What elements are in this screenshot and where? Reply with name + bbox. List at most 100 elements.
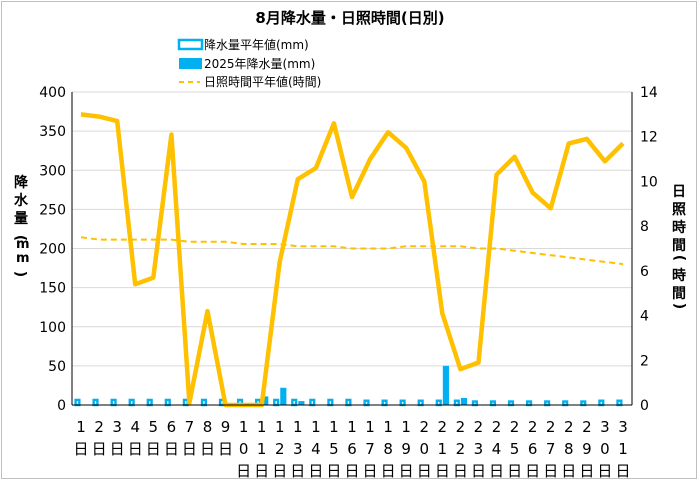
x-tick-label: 5 bbox=[510, 440, 520, 458]
axes bbox=[71, 92, 633, 406]
bar-normal-precip bbox=[598, 399, 605, 407]
gridlines bbox=[72, 91, 632, 367]
y-tick-label-left: 100 bbox=[39, 320, 66, 336]
x-tick-label: 9 bbox=[221, 418, 231, 436]
y-axis-right-label-char: ) bbox=[671, 303, 687, 309]
y-tick-label-right: 6 bbox=[640, 264, 649, 280]
x-tick-label: 2 bbox=[456, 418, 466, 436]
x-tick-label: 日 bbox=[471, 462, 486, 480]
legend-label-normal-precip: 降水量平年値(mm) bbox=[204, 37, 309, 52]
x-tick-label: 日 bbox=[272, 462, 287, 480]
x-tick-label: 2 bbox=[510, 418, 520, 436]
bar-normal-precip bbox=[200, 398, 207, 407]
x-tick-label: 1 bbox=[275, 418, 285, 436]
x-tick-label: 2 bbox=[456, 440, 466, 458]
x-tick-label: 9 bbox=[401, 440, 411, 458]
x-tick-label: 日 bbox=[254, 462, 269, 480]
x-tick-label: 3 bbox=[600, 418, 610, 436]
x-tick-label: 2 bbox=[474, 418, 484, 436]
bar-normal-precip bbox=[417, 399, 424, 407]
y-axis-left-label-char: m bbox=[16, 237, 30, 252]
x-axis-ticks: 1日2日3日4日5日6日7日8日9日10日11日12日13日14日15日16日1… bbox=[74, 418, 631, 480]
x-tick-label: 日 bbox=[453, 462, 468, 480]
x-tick-label: 3 bbox=[618, 418, 628, 436]
y-tick-label-right: 14 bbox=[640, 85, 658, 101]
x-tick-label: 日 bbox=[236, 462, 251, 480]
bar-2025-precip bbox=[262, 396, 269, 405]
legend-label-2025-precip: 2025年降水量(mm) bbox=[204, 57, 315, 71]
x-tick-label: 8 bbox=[383, 440, 393, 458]
x-tick-label: 日 bbox=[218, 440, 233, 458]
x-tick-label: 6 bbox=[167, 418, 177, 436]
bars bbox=[74, 365, 623, 407]
y-tick-label-right: 0 bbox=[640, 398, 649, 414]
x-tick-label: 1 bbox=[311, 418, 321, 436]
x-tick-label: 1 bbox=[401, 418, 411, 436]
x-tick-label: 日 bbox=[344, 462, 359, 480]
y-axis-right-label-char: 時 bbox=[672, 219, 686, 236]
x-tick-label: 1 bbox=[239, 418, 249, 436]
bar-normal-precip bbox=[399, 399, 406, 407]
bar-normal-precip bbox=[110, 398, 117, 407]
y-axis-right-label-char: 間 bbox=[672, 286, 686, 302]
bar-normal-precip bbox=[146, 398, 153, 407]
x-tick-label: 3 bbox=[112, 418, 122, 436]
y-axis-left-label: 降 水 量 ( m m ) bbox=[12, 174, 30, 277]
bar-normal-precip bbox=[164, 398, 171, 407]
y-tick-label-left: 400 bbox=[39, 85, 66, 101]
y-axis-right-label-char: 間 bbox=[672, 238, 686, 254]
y-axis-left-label-char: 水 bbox=[14, 192, 29, 209]
bar-normal-precip bbox=[489, 400, 497, 407]
y-axis-right-label-char: 照 bbox=[672, 202, 686, 218]
y-tick-label-right: 2 bbox=[640, 353, 649, 369]
bar-normal-precip bbox=[273, 398, 280, 407]
x-tick-label: 日 bbox=[543, 462, 558, 480]
bar-normal-precip bbox=[381, 399, 388, 407]
x-tick-label: 日 bbox=[92, 440, 107, 458]
x-tick-label: 1 bbox=[383, 418, 393, 436]
bar-2025-precip bbox=[460, 397, 468, 405]
bar-normal-precip bbox=[92, 398, 99, 407]
x-tick-label: 日 bbox=[489, 462, 504, 480]
x-tick-label: 1 bbox=[347, 418, 357, 436]
line-normal-sunshine bbox=[80, 236, 624, 266]
bar-normal-precip bbox=[453, 399, 460, 407]
y-tick-label-right: 10 bbox=[640, 174, 658, 190]
x-tick-label: 2 bbox=[582, 418, 592, 436]
bar-normal-precip bbox=[291, 398, 298, 407]
y-axis-left-label-char: 降 bbox=[14, 174, 29, 191]
x-tick-label: 7 bbox=[546, 440, 556, 458]
bar-2025-precip bbox=[442, 365, 449, 405]
x-tick-label: 日 bbox=[561, 462, 576, 480]
y-tick-label-left: 250 bbox=[39, 202, 66, 218]
y-tick-label-left: 350 bbox=[39, 124, 66, 140]
x-tick-label: 0 bbox=[419, 440, 429, 458]
x-tick-label: 8 bbox=[203, 418, 213, 436]
x-tick-label: 日 bbox=[326, 462, 341, 480]
bar-normal-precip bbox=[471, 400, 478, 407]
x-tick-label: 2 bbox=[528, 418, 538, 436]
x-tick-label: 日 bbox=[435, 462, 450, 480]
legend-swatch-normal-precip bbox=[177, 38, 204, 51]
x-tick-label: 1 bbox=[257, 440, 267, 458]
x-tick-label: 1 bbox=[618, 440, 628, 458]
y-tick-label-left: 200 bbox=[39, 242, 66, 258]
x-tick-label: 日 bbox=[597, 462, 612, 480]
x-tick-label: 日 bbox=[363, 462, 378, 480]
x-tick-label: 日 bbox=[308, 462, 323, 480]
x-tick-label: 7 bbox=[365, 440, 375, 458]
y-axis-left-label-char: ( bbox=[12, 235, 28, 241]
bar-normal-precip bbox=[526, 400, 533, 407]
x-tick-label: 日 bbox=[164, 440, 179, 458]
bar-2025-precip bbox=[280, 387, 287, 405]
legend-swatch-2025-precip bbox=[179, 58, 202, 69]
x-tick-label: 2 bbox=[546, 418, 556, 436]
x-tick-label: 日 bbox=[290, 462, 305, 480]
y-axis-right-label: 日 照 時 間 ( 時 間 ) bbox=[671, 184, 687, 309]
x-tick-label: 2 bbox=[419, 418, 429, 436]
x-tick-label: 0 bbox=[239, 440, 249, 458]
bar-normal-precip bbox=[435, 399, 442, 407]
x-tick-label: 1 bbox=[365, 418, 375, 436]
bar-normal-precip bbox=[363, 399, 370, 407]
